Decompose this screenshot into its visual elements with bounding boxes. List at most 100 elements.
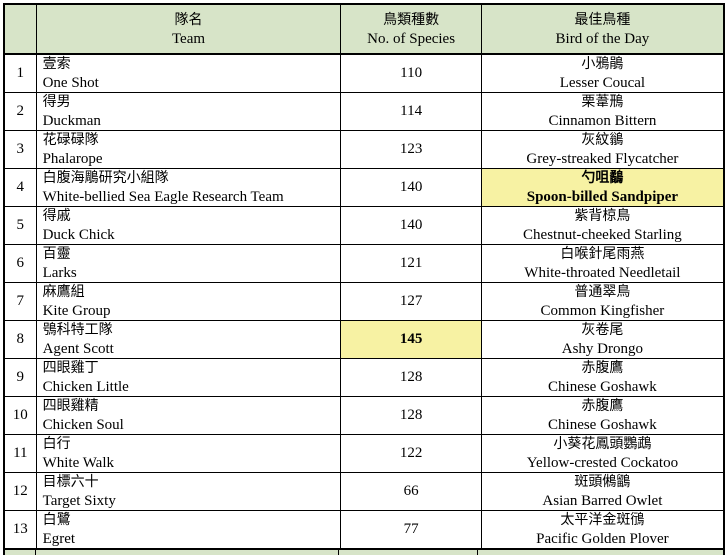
rank-cell: 8	[3, 320, 37, 359]
bird-name-en: Asian Barred Owlet	[542, 493, 663, 509]
team-name-zh: 白腹海鵰研究小組隊	[42, 171, 169, 186]
table-row: 1 壹索 One Shot 110 小鴉鵑 Lesser Coucal	[3, 53, 725, 93]
rank-cell: 1	[3, 53, 37, 93]
bird-name-zh: 灰紋鶲	[581, 133, 624, 148]
rank-cell: 3	[3, 130, 37, 169]
team-cell: 四眼雞丁 Chicken Little	[35, 358, 342, 397]
species-count-cell: 140	[340, 206, 482, 245]
team-cell: 白鷺 Egret	[35, 510, 342, 550]
table-row: 2 得男 Duckman 114 栗葦鳽 Cinnamon Bittern	[3, 92, 725, 131]
rank-cell: 7	[3, 282, 37, 321]
header-species-en: No. of Species	[367, 30, 456, 47]
species-count-cell: 110	[340, 53, 482, 93]
species-count-cell: 127	[340, 282, 482, 321]
bird-name-en: Ashy Drongo	[561, 341, 644, 357]
table-row: 12 目標六十 Target Sixty 66 斑頭鵂鶹 Asian Barre…	[3, 472, 725, 511]
species-count-cell: 128	[340, 396, 482, 435]
bird-name-zh: 栗葦鳽	[581, 95, 624, 110]
bird-name-zh: 赤腹鷹	[581, 361, 624, 376]
team-name-zh: 四眼雞精	[42, 399, 99, 414]
bird-name-zh: 灰卷尾	[581, 323, 624, 338]
team-name-en: One Shot	[42, 75, 99, 91]
bird-name-en: Cinnamon Bittern	[548, 113, 657, 129]
team-cell: 目標六十 Target Sixty	[35, 472, 342, 511]
team-name-en: Chicken Soul	[42, 417, 124, 433]
species-count-cell: 122	[340, 434, 482, 473]
rank-cell: 13	[3, 510, 37, 550]
team-name-zh: 百靈	[42, 247, 71, 262]
team-name-zh: 四眼雞丁	[42, 361, 99, 376]
bird-name-zh: 小鴉鵑	[581, 57, 624, 72]
bird-name-en: Grey-streaked Flycatcher	[526, 151, 679, 167]
bird-name-en: Chinese Goshawk	[548, 379, 657, 395]
table-row: 6 百靈 Larks 121 白喉針尾雨燕 White-throated Nee…	[3, 244, 725, 283]
species-count-cell: 145	[340, 320, 482, 359]
bird-of-day-cell: 白喉針尾雨燕 White-throated Needletail	[480, 244, 725, 283]
rank-cell: 12	[3, 472, 37, 511]
bird-name-en: White-throated Needletail	[524, 265, 681, 281]
bird-name-zh: 普通翠鳥	[574, 285, 631, 300]
team-name-zh: 目標六十	[42, 475, 99, 490]
bird-name-zh: 白喉針尾雨燕	[560, 247, 645, 262]
header-bird-zh: 最佳鳥種	[574, 12, 631, 28]
team-name-en: Target Sixty	[42, 493, 116, 509]
team-name-en: Egret	[42, 531, 76, 547]
species-count-cell: 77	[340, 510, 482, 550]
table-row: 8 鴞科特工隊 Agent Scott 145 灰卷尾 Ashy Drongo	[3, 320, 725, 359]
team-cell: 白腹海鵰研究小組隊 White-bellied Sea Eagle Resear…	[35, 168, 342, 207]
bird-of-day-cell: 赤腹鷹 Chinese Goshawk	[480, 396, 725, 435]
team-name-zh: 花碌碌隊	[42, 133, 99, 148]
team-name-en: Larks	[42, 265, 77, 281]
rank-cell: 9	[3, 358, 37, 397]
team-cell: 鴞科特工隊 Agent Scott	[35, 320, 342, 359]
team-name-en: Agent Scott	[42, 341, 114, 357]
table-row: 4 白腹海鵰研究小組隊 White-bellied Sea Eagle Rese…	[3, 168, 725, 207]
bird-name-zh: 赤腹鷹	[581, 399, 624, 414]
team-name-en: Kite Group	[42, 303, 111, 319]
team-name-zh: 得男	[42, 95, 71, 110]
bird-of-day-cell: 勺咀鷸 Spoon-billed Sandpiper	[480, 168, 725, 207]
table-row: 10 四眼雞精 Chicken Soul 128 赤腹鷹 Chinese Gos…	[3, 396, 725, 435]
species-count-cell: 121	[340, 244, 482, 283]
next-table-partial-header	[3, 550, 725, 555]
team-name-zh: 白行	[42, 437, 71, 452]
table-row: 5 得戚 Duck Chick 140 紫背椋鳥 Chestnut-cheeke…	[3, 206, 725, 245]
team-name-en: Duckman	[42, 113, 101, 129]
table-row: 3 花碌碌隊 Phalarope 123 灰紋鶲 Grey-streaked F…	[3, 130, 725, 169]
header-team-cell: 隊名 Team	[35, 3, 342, 55]
rank-cell: 2	[3, 92, 37, 131]
bird-name-zh: 太平洋金斑鴴	[560, 513, 645, 528]
header-row: 隊名 Team 鳥類種數 No. of Species 最佳鳥種 Bird of…	[3, 3, 725, 55]
table-row: 11 白行 White Walk 122 小葵花鳳頭鸚鵡 Yellow-cres…	[3, 434, 725, 473]
bird-name-en: Chestnut-cheeked Starling	[523, 227, 682, 243]
team-name-zh: 白鷺	[42, 513, 71, 528]
bird-of-day-cell: 太平洋金斑鴴 Pacific Golden Plover	[480, 510, 725, 550]
bird-of-day-cell: 灰卷尾 Ashy Drongo	[480, 320, 725, 359]
bird-of-day-cell: 紫背椋鳥 Chestnut-cheeked Starling	[480, 206, 725, 245]
bird-of-day-cell: 斑頭鵂鶹 Asian Barred Owlet	[480, 472, 725, 511]
header-bird-cell: 最佳鳥種 Bird of the Day	[480, 3, 725, 55]
rank-cell: 6	[3, 244, 37, 283]
header-rank-cell	[3, 3, 37, 55]
next-table-bird-cell	[478, 550, 723, 555]
bird-of-day-cell: 小鴉鵑 Lesser Coucal	[480, 53, 725, 93]
team-cell: 得男 Duckman	[35, 92, 342, 131]
team-name-en: Chicken Little	[42, 379, 129, 395]
bird-name-zh: 勺咀鷸	[581, 171, 624, 186]
next-table-rank-cell	[5, 550, 35, 555]
bird-of-day-cell: 普通翠鳥 Common Kingfisher	[480, 282, 725, 321]
bird-name-en: Spoon-billed Sandpiper	[526, 189, 679, 205]
team-name-zh: 麻鷹組	[42, 285, 85, 300]
table-row: 7 麻鷹組 Kite Group 127 普通翠鳥 Common Kingfis…	[3, 282, 725, 321]
table-row: 9 四眼雞丁 Chicken Little 128 赤腹鷹 Chinese Go…	[3, 358, 725, 397]
bird-race-results-table: 隊名 Team 鳥類種數 No. of Species 最佳鳥種 Bird of…	[3, 3, 725, 550]
team-cell: 花碌碌隊 Phalarope	[35, 130, 342, 169]
bird-name-zh: 斑頭鵂鶹	[574, 475, 631, 490]
header-team-zh: 隊名	[174, 12, 203, 28]
header-species-zh: 鳥類種數	[383, 12, 440, 28]
rank-cell: 4	[3, 168, 37, 207]
species-count-cell: 123	[340, 130, 482, 169]
team-cell: 百靈 Larks	[35, 244, 342, 283]
bird-of-day-cell: 灰紋鶲 Grey-streaked Flycatcher	[480, 130, 725, 169]
